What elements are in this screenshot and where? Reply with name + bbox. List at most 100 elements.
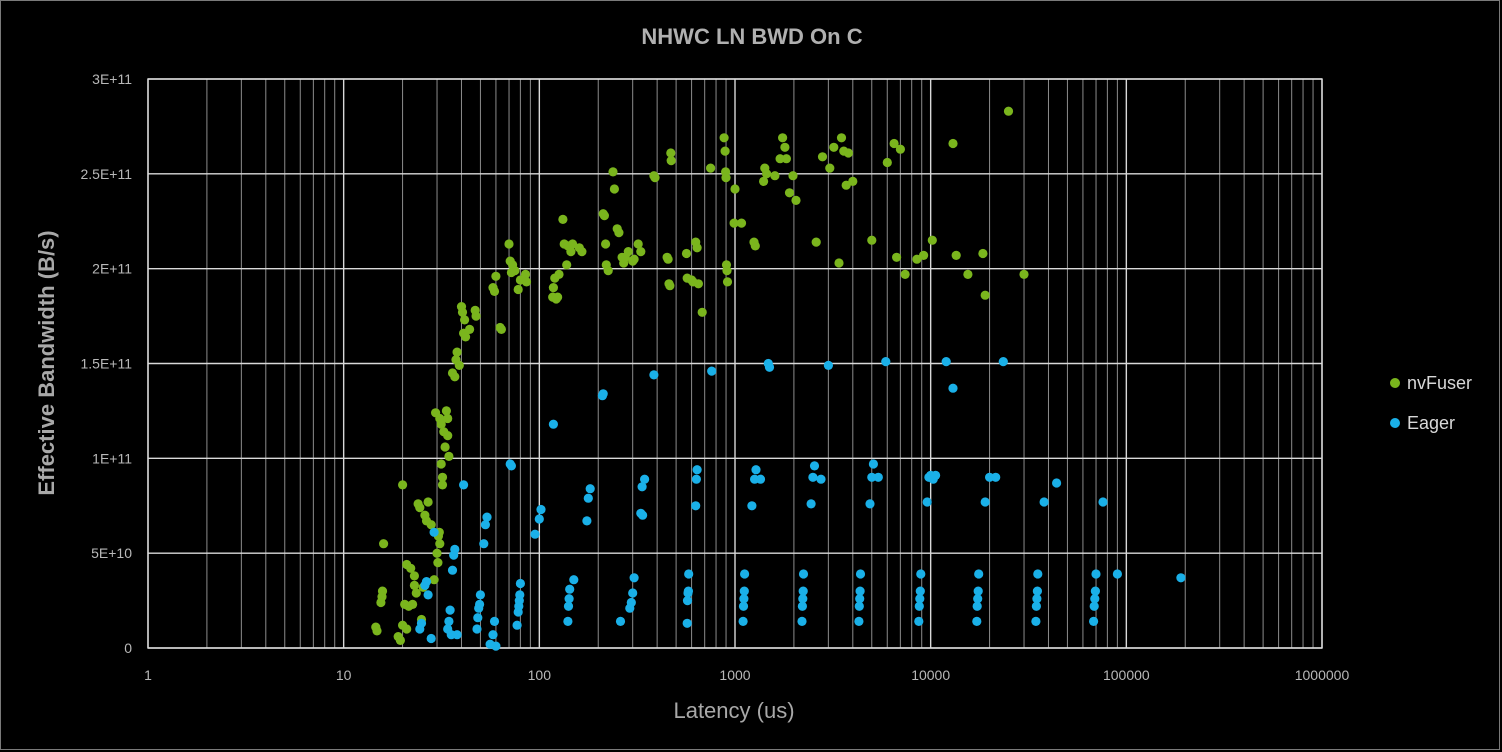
data-point-eager <box>473 613 483 623</box>
data-point-nvfuser <box>951 250 961 260</box>
axes <box>147 78 1323 649</box>
data-point-nvfuser <box>436 419 446 429</box>
data-point-nvfuser <box>415 503 425 513</box>
data-point-eager <box>922 497 932 507</box>
data-point-nvfuser <box>681 248 692 259</box>
data-point-eager <box>691 501 701 511</box>
chart-title: NHWC LN BWD On C <box>641 24 862 49</box>
legend-marker-nvfuser <box>1390 378 1400 388</box>
data-point-nvfuser <box>457 307 468 317</box>
x-tick-label: 10000 <box>911 667 950 683</box>
plot-border <box>147 78 1323 649</box>
data-point-eager <box>972 616 982 627</box>
data-point-nvfuser <box>411 588 421 598</box>
data-point-nvfuser <box>706 163 716 173</box>
data-point-eager <box>1091 569 1101 579</box>
x-tick-label: 1 <box>144 667 152 683</box>
data-point-nvfuser <box>781 154 792 164</box>
data-point-eager <box>755 474 766 484</box>
data-point-eager <box>816 474 826 484</box>
data-point-nvfuser <box>719 133 729 143</box>
data-point-eager <box>426 633 436 644</box>
data-point-nvfuser <box>513 284 523 295</box>
data-point-eager <box>629 573 639 583</box>
data-point-nvfuser <box>426 520 436 530</box>
data-point-nvfuser <box>843 148 854 158</box>
data-point-eager <box>1032 586 1042 596</box>
data-point-nvfuser <box>775 154 785 164</box>
data-point-eager <box>1052 478 1062 488</box>
data-point-nvfuser <box>429 575 439 585</box>
data-point-nvfuser <box>608 167 618 177</box>
data-point-eager <box>585 484 595 494</box>
data-point-nvfuser <box>443 431 453 441</box>
data-point-eager <box>598 389 608 399</box>
data-point-nvfuser <box>548 283 559 293</box>
y-tick-label: 0 <box>124 640 132 656</box>
data-point-nvfuser <box>465 324 475 334</box>
data-point-nvfuser <box>834 258 844 268</box>
data-point-nvfuser <box>568 239 578 249</box>
data-point-eager <box>423 590 433 600</box>
data-point-nvfuser <box>650 173 660 183</box>
data-point-nvfuser <box>722 277 733 287</box>
data-point-nvfuser <box>784 188 795 198</box>
data-point-nvfuser <box>409 580 419 591</box>
data-point-eager <box>640 474 650 484</box>
data-point-nvfuser <box>780 142 790 152</box>
data-point-eager <box>534 514 544 524</box>
data-point-nvfuser <box>692 243 702 253</box>
data-point-eager <box>506 461 516 471</box>
data-point-eager <box>637 482 647 492</box>
data-point-nvfuser <box>471 311 481 321</box>
data-point-nvfuser <box>510 266 520 276</box>
data-point-eager <box>931 470 941 480</box>
data-point-nvfuser <box>889 138 899 149</box>
data-point-nvfuser <box>666 156 676 166</box>
data-point-eager <box>915 594 925 604</box>
data-point-eager <box>1089 616 1099 627</box>
data-point-nvfuser <box>811 237 821 247</box>
data-point-nvfuser <box>633 239 643 249</box>
data-point-eager <box>459 480 469 490</box>
data-point-eager <box>488 630 498 640</box>
data-point-nvfuser <box>614 228 624 238</box>
data-point-nvfuser <box>395 635 405 646</box>
x-tick-label: 100 <box>528 667 552 683</box>
data-point-nvfuser <box>377 586 388 596</box>
legend-label-eager: Eager <box>1407 413 1455 433</box>
data-point-eager <box>915 586 925 596</box>
data-point-eager <box>740 569 750 579</box>
data-point-eager <box>452 630 462 640</box>
data-point-eager <box>739 586 749 596</box>
data-point-nvfuser <box>730 184 740 194</box>
data-point-eager <box>691 474 702 484</box>
data-point-nvfuser <box>848 176 858 186</box>
data-point-nvfuser <box>980 290 990 300</box>
data-point-eager <box>868 459 879 469</box>
data-point-nvfuser <box>437 472 448 482</box>
data-point-eager <box>445 605 455 615</box>
data-point-nvfuser <box>900 269 910 279</box>
series-eager <box>415 357 1186 651</box>
data-point-eager <box>854 616 864 627</box>
data-point-nvfuser <box>603 266 613 276</box>
data-point-eager <box>798 594 808 604</box>
data-point-eager <box>536 504 546 515</box>
data-point-nvfuser <box>402 624 412 634</box>
data-point-nvfuser <box>461 332 471 342</box>
data-point-eager <box>1098 497 1108 507</box>
data-point-nvfuser <box>750 241 760 251</box>
data-point-nvfuser <box>736 218 747 228</box>
data-point-eager <box>873 472 883 482</box>
data-point-nvfuser <box>770 171 780 181</box>
data-point-nvfuser <box>978 248 988 259</box>
data-point-nvfuser <box>817 152 828 162</box>
data-point-eager <box>489 616 500 627</box>
data-point-nvfuser <box>836 133 847 143</box>
data-point-nvfuser <box>436 459 446 469</box>
y-tick-label: 2.5E+11 <box>80 166 132 182</box>
data-point-nvfuser <box>665 281 675 291</box>
data-point-nvfuser <box>599 211 610 221</box>
